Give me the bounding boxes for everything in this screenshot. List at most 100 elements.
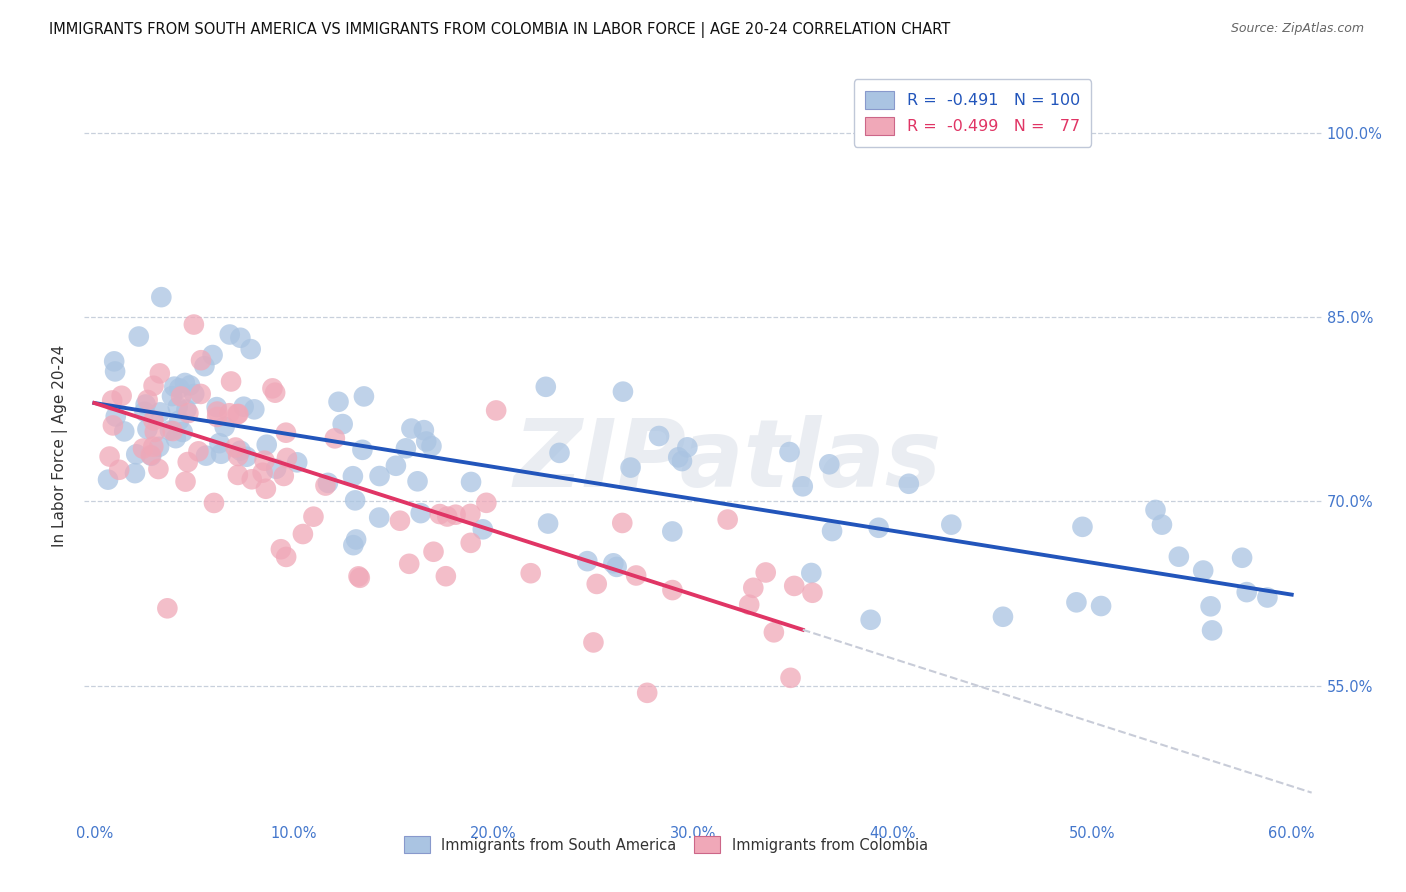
Point	[142, 378, 165, 392]
Point	[779, 445, 801, 459]
Point	[471, 522, 494, 536]
Point	[214, 419, 236, 434]
Point	[239, 342, 262, 356]
Point	[475, 496, 498, 510]
Point	[240, 472, 263, 486]
Point	[148, 462, 170, 476]
Point	[141, 449, 163, 463]
Point	[274, 425, 297, 440]
Point	[229, 331, 252, 345]
Point	[276, 450, 298, 465]
Point	[202, 496, 225, 510]
Point	[124, 466, 146, 480]
Point	[444, 508, 467, 522]
Point	[368, 510, 391, 524]
Point	[429, 507, 451, 521]
Point	[742, 581, 765, 595]
Point	[174, 376, 197, 390]
Point	[101, 393, 124, 408]
Point	[187, 444, 209, 458]
Point	[190, 353, 212, 368]
Point	[264, 385, 287, 400]
Point	[342, 469, 364, 483]
Point	[159, 424, 181, 438]
Point	[434, 569, 457, 583]
Point	[762, 625, 785, 640]
Point	[170, 389, 193, 403]
Point	[125, 447, 148, 461]
Point	[134, 405, 156, 419]
Point	[232, 400, 254, 414]
Point	[368, 469, 391, 483]
Point	[779, 671, 801, 685]
Point	[254, 482, 277, 496]
Point	[612, 384, 634, 399]
Point	[661, 583, 683, 598]
Point	[166, 400, 188, 414]
Point	[401, 421, 423, 435]
Point	[332, 417, 354, 431]
Point	[619, 460, 641, 475]
Point	[156, 601, 179, 615]
Point	[142, 413, 165, 427]
Point	[128, 329, 150, 343]
Point	[132, 442, 155, 456]
Point	[1090, 599, 1112, 613]
Y-axis label: In Labor Force | Age 20-24: In Labor Force | Age 20-24	[52, 345, 69, 547]
Point	[209, 447, 232, 461]
Point	[395, 442, 418, 456]
Point	[149, 367, 172, 381]
Point	[163, 379, 186, 393]
Text: IMMIGRANTS FROM SOUTH AMERICA VS IMMIGRANTS FROM COLOMBIA IN LABOR FORCE | AGE 2: IMMIGRANTS FROM SOUTH AMERICA VS IMMIGRA…	[49, 22, 950, 38]
Point	[169, 381, 191, 395]
Point	[218, 406, 240, 420]
Point	[1144, 503, 1167, 517]
Point	[235, 450, 257, 464]
Point	[162, 424, 184, 438]
Point	[353, 389, 375, 403]
Point	[135, 397, 157, 411]
Point	[142, 440, 165, 454]
Point	[139, 448, 162, 462]
Point	[226, 449, 249, 463]
Point	[194, 449, 217, 463]
Point	[671, 454, 693, 468]
Point	[226, 467, 249, 482]
Point	[177, 455, 200, 469]
Point	[148, 440, 170, 454]
Point	[264, 462, 287, 476]
Point	[576, 554, 599, 568]
Point	[316, 475, 339, 490]
Point	[548, 446, 571, 460]
Text: ZIPatlas: ZIPatlas	[513, 415, 942, 507]
Text: Source: ZipAtlas.com: Source: ZipAtlas.com	[1230, 22, 1364, 36]
Point	[412, 423, 434, 437]
Point	[226, 407, 249, 421]
Point	[460, 507, 482, 521]
Point	[323, 431, 346, 445]
Point	[800, 566, 823, 580]
Point	[205, 404, 228, 418]
Point	[398, 557, 420, 571]
Point	[344, 533, 367, 547]
Point	[801, 586, 824, 600]
Point	[420, 439, 443, 453]
Point	[792, 479, 814, 493]
Point	[1071, 520, 1094, 534]
Point	[534, 380, 557, 394]
Point	[388, 514, 411, 528]
Point	[422, 545, 444, 559]
Point	[208, 436, 231, 450]
Point	[582, 635, 605, 649]
Point	[818, 458, 841, 472]
Point	[409, 506, 432, 520]
Point	[460, 475, 482, 489]
Point	[136, 392, 159, 407]
Point	[738, 598, 761, 612]
Point	[460, 536, 482, 550]
Point	[97, 473, 120, 487]
Point	[228, 407, 250, 421]
Point	[349, 571, 371, 585]
Point	[98, 450, 121, 464]
Point	[1167, 549, 1189, 564]
